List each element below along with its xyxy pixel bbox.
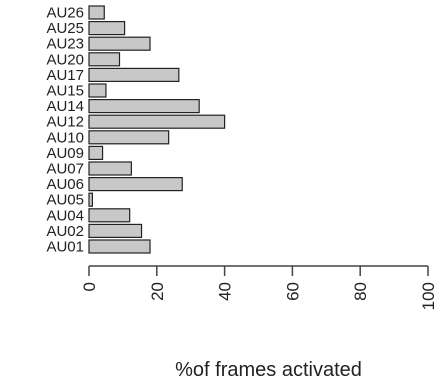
bar-au23 — [88, 36, 151, 51]
category-label-au23: AU23 — [46, 36, 84, 53]
category-label-au07: AU07 — [46, 161, 84, 178]
bar-au09 — [88, 145, 104, 160]
category-label-au04: AU04 — [46, 207, 84, 224]
category-label-au12: AU12 — [46, 114, 84, 131]
x-tick-label-60: 60 — [283, 282, 302, 301]
bar-au20 — [88, 52, 121, 67]
bar-au17 — [88, 67, 180, 83]
x-tick-label-100: 100 — [419, 282, 435, 310]
category-label-au17: AU17 — [46, 67, 84, 84]
bar-au06 — [88, 177, 183, 192]
category-label-au01: AU01 — [46, 239, 84, 256]
category-label-au10: AU10 — [46, 129, 84, 146]
x-axis-ticks: 0 20 40 60 80 100 — [80, 266, 435, 310]
category-label-au06: AU06 — [46, 176, 84, 193]
bars-group — [88, 5, 226, 254]
category-label-au14: AU14 — [46, 98, 84, 115]
category-label-au25: AU25 — [46, 20, 84, 37]
x-tick-label-40: 40 — [216, 282, 235, 301]
category-label-au20: AU20 — [46, 51, 84, 68]
bar-au02 — [88, 223, 143, 238]
bar-au10 — [88, 130, 170, 145]
bar-au05 — [88, 192, 93, 207]
x-tick-label-0: 0 — [80, 282, 99, 291]
bar-au15 — [88, 83, 107, 98]
bar-au12 — [88, 114, 226, 129]
x-tick-label-20: 20 — [148, 282, 167, 301]
category-label-au15: AU15 — [46, 83, 84, 100]
bar-au07 — [88, 161, 132, 176]
category-label-au05: AU05 — [46, 192, 84, 209]
x-tick-label-80: 80 — [351, 282, 370, 301]
category-labels: AU01AU02AU04AU05AU06AU07AU09AU10AU12AU14… — [46, 5, 84, 256]
x-axis-title: %of frames activated — [175, 359, 362, 381]
bar-au14 — [88, 98, 200, 114]
category-label-au02: AU02 — [46, 223, 84, 240]
bar-au26 — [88, 5, 105, 20]
bar-au01 — [88, 239, 151, 254]
category-label-au26: AU26 — [46, 5, 84, 22]
bar-au25 — [88, 21, 126, 36]
bar-au04 — [88, 208, 131, 223]
category-label-au09: AU09 — [46, 145, 84, 162]
